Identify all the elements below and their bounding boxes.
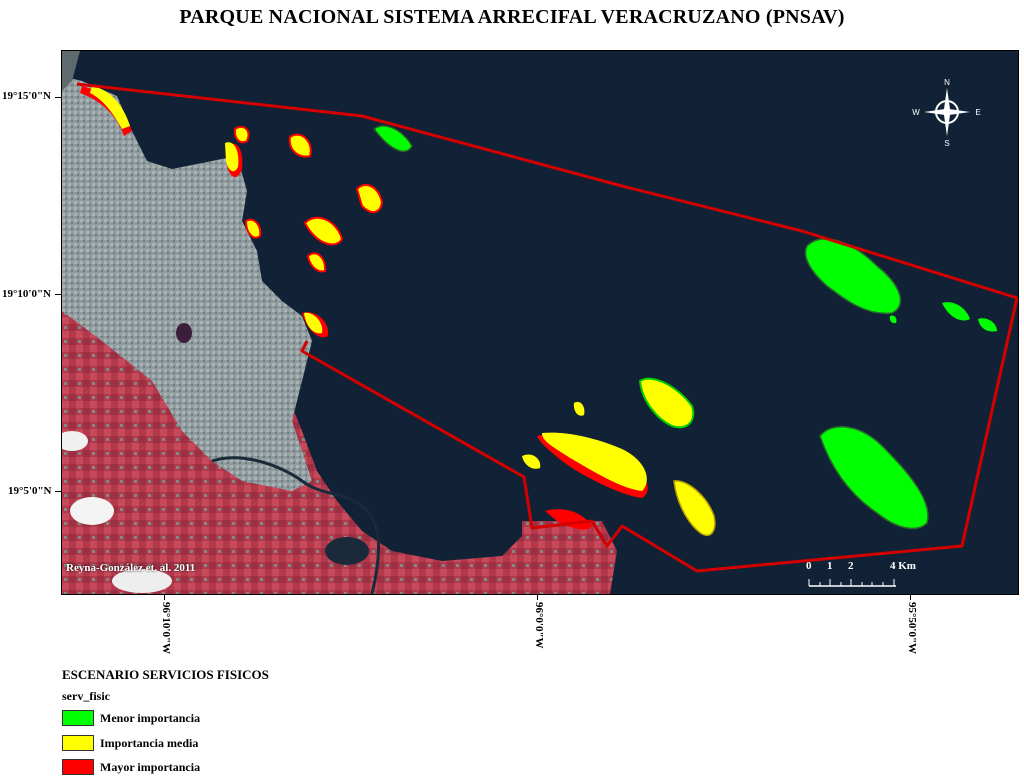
latitude-tick (55, 294, 61, 295)
reef-low (942, 302, 970, 321)
legend-field: serv_fisic (62, 689, 110, 703)
legend-label: Mayor importancia (100, 759, 201, 774)
legend-item-high: Mayor importancia (62, 758, 200, 776)
map-title: PARQUE NACIONAL SISTEMA ARRECIFAL VERACR… (179, 6, 845, 28)
small-lake (176, 323, 192, 343)
credit-label: Reyna-González et. al. 2011 (66, 562, 196, 574)
park-boundary (76, 82, 1018, 573)
latitude-tick (55, 491, 61, 492)
cloud (112, 569, 172, 593)
map-canvas (62, 51, 1018, 594)
north-arrow: N S W E (912, 76, 982, 148)
legend-swatch-yellow (62, 735, 94, 751)
scale-tick-label: 1 (827, 560, 833, 572)
legend-title: ESCENARIO SERVICIOS FISICOS (62, 667, 269, 682)
longitude-tick (537, 594, 538, 600)
coast-north (62, 51, 80, 91)
reef-medium (225, 142, 239, 172)
latitude-label-south: 19°5'0"N (8, 485, 52, 497)
latitude-label-middle: 19°10'0"N (2, 288, 52, 300)
scale-tick-label: 4 Km (890, 560, 916, 572)
urban-area (62, 76, 312, 491)
compass-n: N (944, 78, 950, 87)
legend-label: Importancia media (100, 735, 199, 750)
satellite-map[interactable] (61, 50, 1019, 595)
compass-e: E (975, 108, 980, 117)
legend-swatch-red (62, 759, 94, 775)
river (211, 456, 381, 594)
reef-medium (244, 218, 262, 239)
reef-medium (304, 312, 323, 334)
reef-medium (542, 432, 647, 491)
reef-medium (573, 401, 585, 416)
reef-medium (90, 86, 130, 129)
scale-ruler (808, 579, 896, 587)
cloud (70, 497, 114, 525)
reef-low (978, 318, 997, 332)
latitude-tick (55, 97, 61, 98)
scale-bar: 0 1 2 4 Km (806, 560, 926, 590)
latitude-label-north: 19°15'0"N (2, 90, 52, 102)
longitude-label-center: 96°0'0"W (533, 602, 545, 649)
legend-label: Menor importancia (100, 710, 201, 725)
reef-high (545, 509, 592, 530)
reef-medium (355, 184, 384, 214)
cloud (62, 431, 88, 451)
compass-icon: N S W E (912, 78, 980, 148)
reef-low (819, 425, 929, 530)
reef-medium (233, 125, 250, 144)
compass-w: W (912, 108, 920, 117)
reef-medium (638, 377, 695, 429)
legend-swatch-green (62, 710, 94, 726)
longitude-tick (164, 594, 165, 600)
reef-medium (303, 216, 344, 246)
lagoon (325, 537, 369, 565)
scale-tick-label: 2 (848, 560, 854, 572)
longitude-tick (910, 594, 911, 600)
legend-item-low: Menor importancia (62, 709, 200, 727)
legend-item-medium: Importancia media (62, 734, 198, 752)
reef-medium (288, 133, 312, 158)
longitude-label-east: 95°50'0"W (906, 602, 918, 655)
reef-medium (522, 454, 541, 469)
reef-low (372, 125, 413, 153)
compass-s: S (944, 139, 949, 146)
scale-tick-label: 0 (806, 560, 812, 572)
reef-medium (673, 480, 716, 536)
reef-medium (306, 252, 327, 273)
reef-low (889, 315, 897, 324)
longitude-label-west: 96°10'0"W (160, 602, 172, 655)
farmland-southeast (522, 521, 617, 594)
